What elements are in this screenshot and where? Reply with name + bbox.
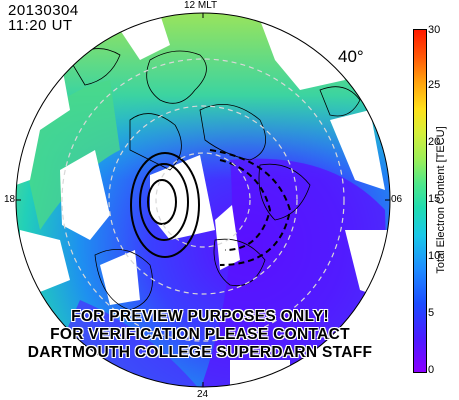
colorbar-tick: 10 [428, 250, 441, 262]
colorbar-tick: 15 [428, 193, 441, 205]
colorbar [413, 29, 427, 373]
mlt-bottom-label: 24 [197, 389, 209, 400]
coastlines [69, 48, 361, 311]
colorbar-tick: 30 [428, 24, 441, 36]
colorbar-tick: 0 [428, 364, 435, 376]
watermark-line-1: FOR PREVIEW PURPOSES ONLY! [71, 308, 329, 325]
colorbar-tick: 25 [428, 79, 441, 91]
time-label: 11:20 UT [8, 17, 73, 34]
mlt-tick-marks [16, 13, 390, 387]
watermark-line-2: FOR VERIFICATION PLEASE CONTACT [50, 326, 350, 343]
watermark-line-3: DARTMOUTH COLLEGE SUPERDARN STAFF [27, 344, 373, 361]
mlt-right-label: 06 [391, 194, 403, 205]
missing-data-patches [16, 14, 388, 387]
colorbar-label: Total Electron Content [TECU] [435, 126, 447, 274]
colorbar-tick: 20 [428, 136, 441, 148]
date-label: 20130304 [8, 2, 79, 19]
mlt-top-label: 12 MLT [184, 0, 218, 11]
convection-contours [130, 149, 292, 266]
latitude-label: 40° [338, 47, 364, 66]
colorbar-tick: 5 [428, 307, 435, 319]
mlt-left-label: 18 [4, 194, 16, 205]
latitude-grid [61, 58, 345, 342]
tec-field [16, 13, 390, 387]
